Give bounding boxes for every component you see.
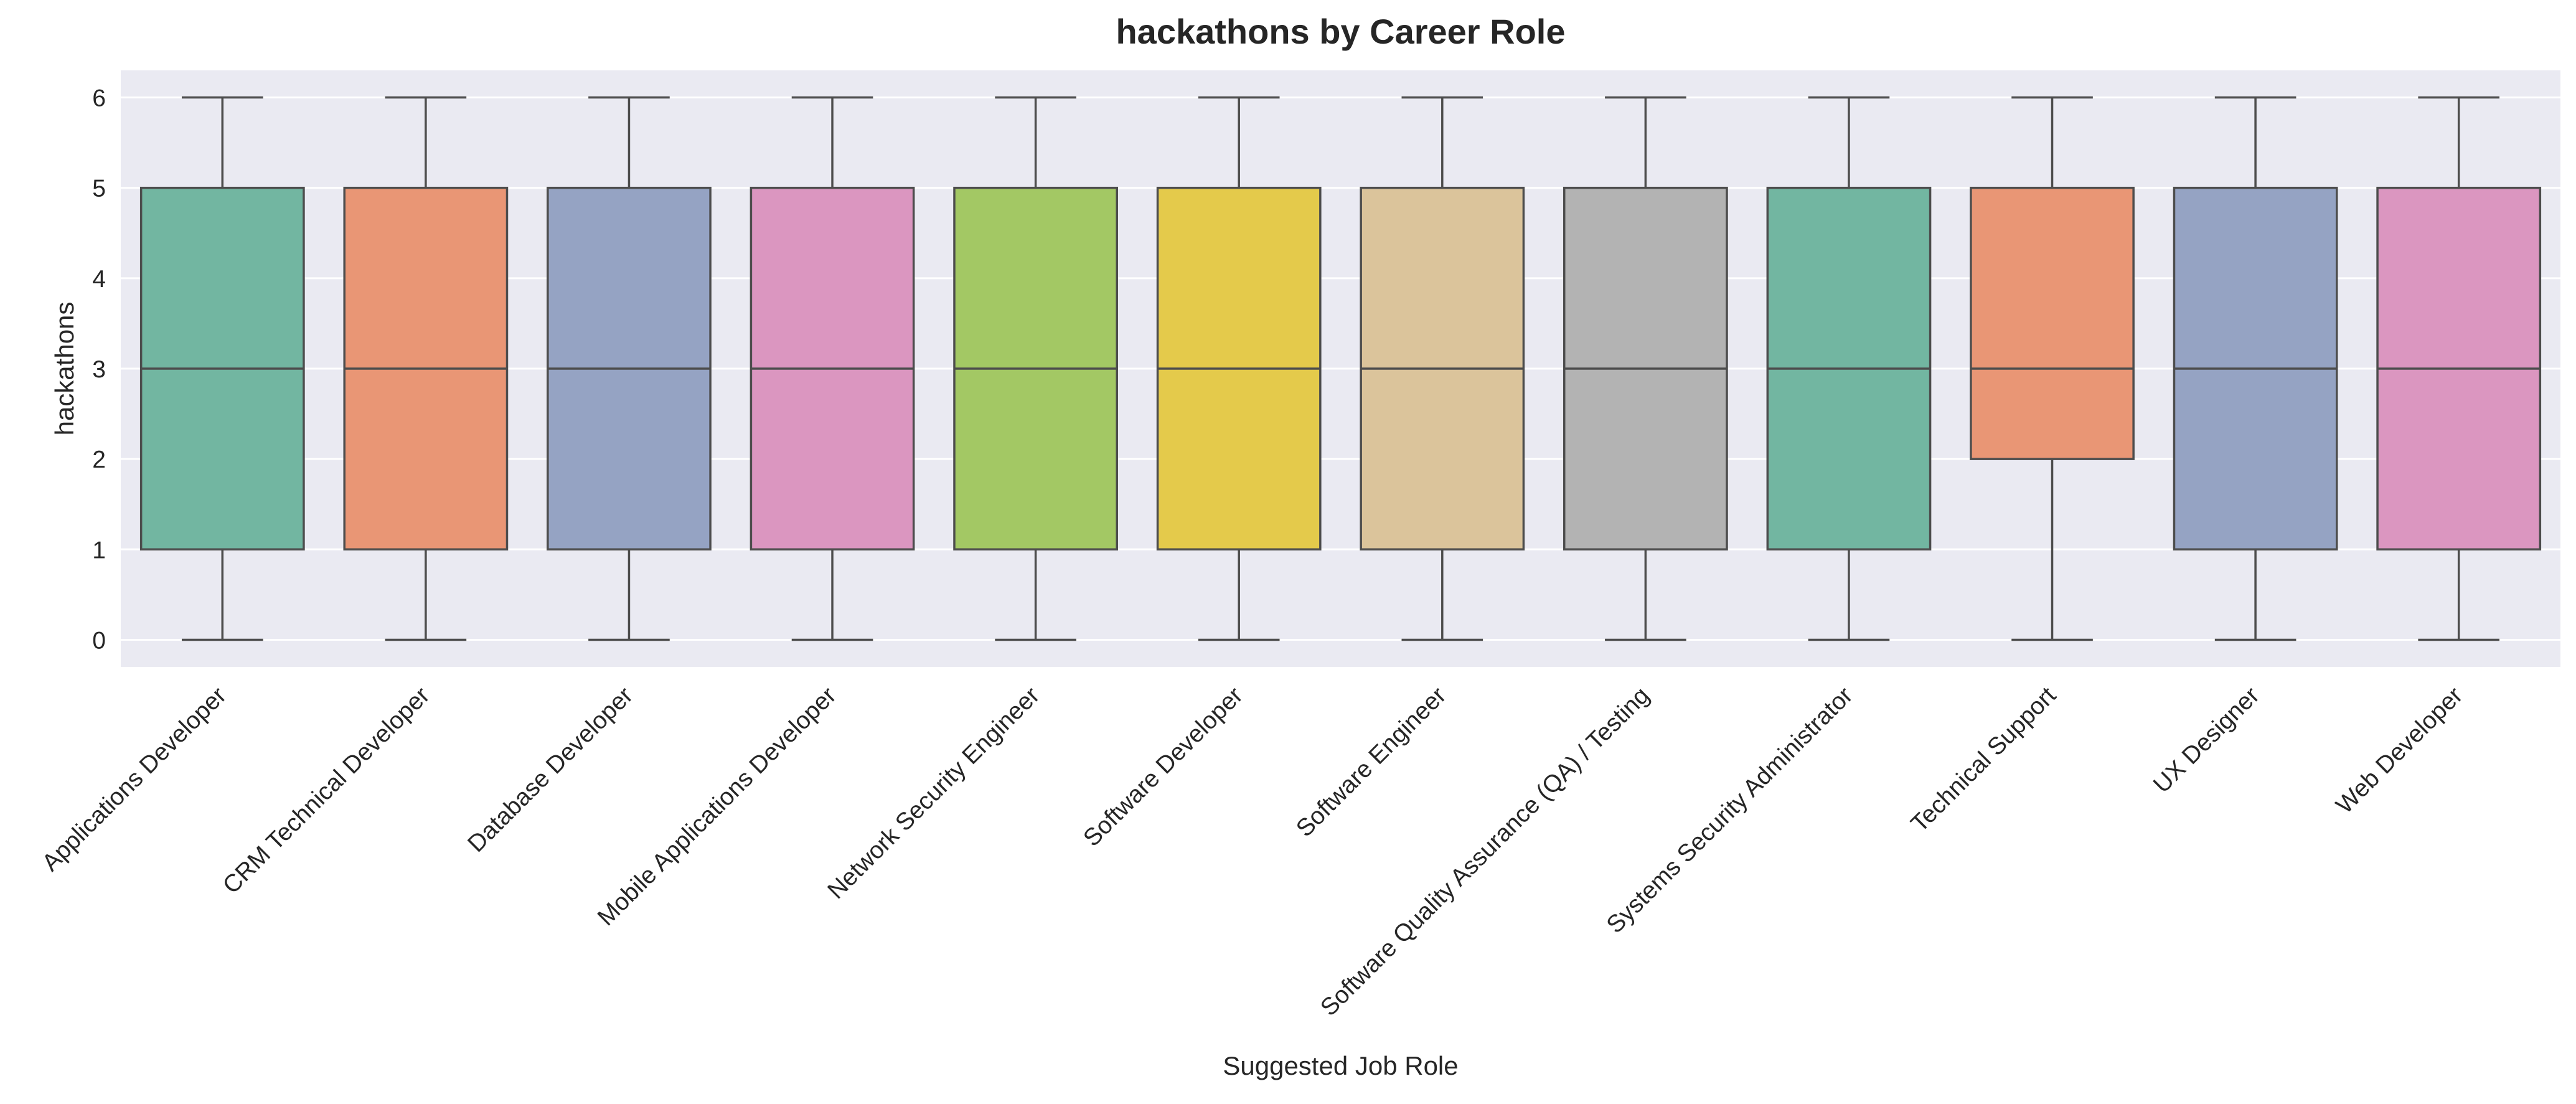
box-group — [139, 96, 305, 641]
y-tick-label: 4 — [92, 266, 106, 293]
box-series — [139, 96, 2542, 641]
box-group — [750, 96, 915, 641]
x-tick-label: Network Security Engineer — [822, 682, 1045, 904]
box-group — [1156, 96, 1322, 641]
box-group — [1970, 96, 2135, 641]
box-group — [2173, 96, 2338, 641]
chart-title: hackathons by Career Role — [1116, 12, 1565, 51]
y-tick-label: 1 — [92, 537, 106, 564]
x-axis-label: Suggested Job Role — [1223, 1051, 1458, 1080]
y-axis-label: hackathons — [50, 302, 79, 436]
y-tick-label: 2 — [92, 446, 106, 473]
x-tick-label: UX Designer — [2148, 682, 2265, 798]
x-tick-label: Systems Security Administrator — [1602, 682, 1858, 938]
grid-lines — [121, 97, 2560, 641]
y-tick-label: 0 — [92, 627, 106, 654]
x-tick-label: Software Engineer — [1291, 682, 1451, 842]
x-tick-label: Database Developer — [463, 682, 638, 857]
y-tick-label: 5 — [92, 176, 106, 202]
x-tick-label: Software Quality Assurance (QA) / Testin… — [1315, 682, 1655, 1021]
box-iqr — [1970, 186, 2135, 460]
box-group — [953, 96, 1119, 641]
x-tick-label: Web Developer — [2331, 682, 2468, 819]
y-tick-label: 6 — [92, 85, 106, 112]
x-tick-label: Applications Developer — [37, 682, 231, 876]
box-group — [2376, 96, 2542, 641]
x-tick-label: Software Developer — [1078, 682, 1248, 852]
x-tick-label: Technical Support — [1906, 682, 2062, 837]
y-axis-ticks: 0 1 2 3 4 5 6 — [92, 85, 106, 654]
x-tick-label: CRM Technical Developer — [218, 682, 435, 899]
x-tick-label: Mobile Applications Developer — [593, 682, 842, 931]
y-tick-label: 3 — [92, 356, 106, 383]
box-group — [1360, 96, 1525, 641]
box-group — [1563, 96, 1728, 641]
box-group — [1766, 96, 1932, 641]
box-group — [343, 96, 509, 641]
box-group — [547, 96, 712, 641]
